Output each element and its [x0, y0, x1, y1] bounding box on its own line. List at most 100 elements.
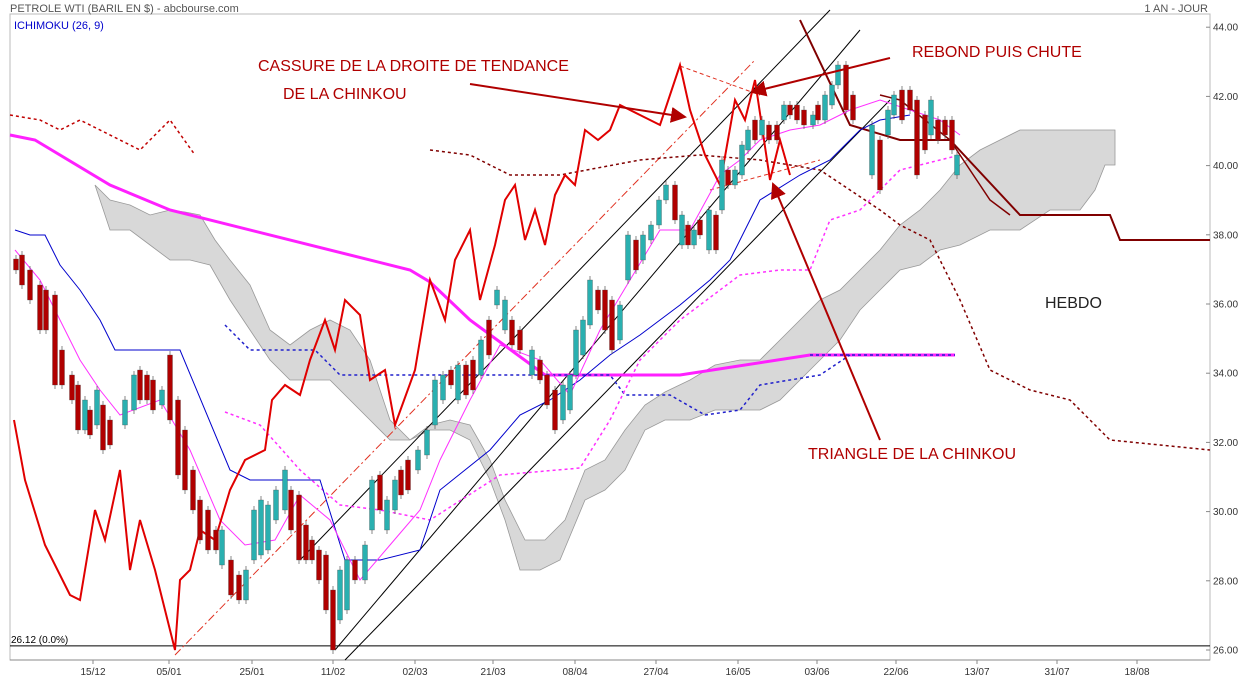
candle-body [899, 89, 905, 121]
candle-body [745, 129, 751, 151]
candle-body [137, 369, 143, 401]
candle-body [891, 94, 897, 116]
candle-body [392, 479, 398, 511]
candle-body [182, 429, 188, 491]
channel-upper-line [334, 29, 861, 651]
candle-body [949, 119, 955, 151]
candle-body [822, 94, 828, 121]
candle-body [869, 124, 875, 176]
candle-body [672, 184, 678, 221]
candle-body [265, 504, 271, 551]
candle-body [697, 219, 703, 236]
candle-body [517, 329, 523, 351]
candle-body [100, 404, 106, 451]
candle-body [663, 184, 669, 201]
candle-body [609, 299, 615, 351]
candle-body [759, 119, 765, 136]
candle-body [19, 254, 25, 286]
candle-body [685, 224, 691, 246]
annotation-break-line-2: DE LA CHINKOU [283, 86, 407, 103]
candles-group [13, 61, 960, 654]
candle-body [27, 269, 33, 301]
x-tick-label: 27/04 [643, 667, 668, 678]
candle-body [330, 589, 336, 651]
candle-body [752, 119, 758, 141]
candle-body [648, 224, 654, 241]
fib-0-label: 26.12 (0.0%) [11, 635, 68, 646]
tenkan-dashed-line [224, 154, 961, 521]
tenkan-line [14, 99, 961, 581]
candle-body [602, 289, 608, 331]
annotation-rebound: REBOND PUIS CHUTE [912, 44, 1082, 61]
candle-body [679, 214, 685, 246]
candle-body [273, 489, 279, 521]
candle-body [344, 559, 350, 611]
x-tick-label: 13/07 [964, 667, 989, 678]
candle-body [303, 524, 309, 561]
x-tick-label: 05/01 [156, 667, 181, 678]
candle-body [732, 169, 738, 186]
candle-body [595, 289, 601, 311]
candle-body [706, 209, 712, 251]
candle-body [37, 284, 43, 331]
candle-body [197, 499, 203, 541]
candle-body [801, 109, 807, 126]
triangle-bottom-line [709, 159, 821, 191]
chart-title: PETROLE WTI (BARIL EN $) - abcbourse.com [10, 3, 239, 15]
candle-body [633, 239, 639, 271]
candle-body [75, 384, 81, 431]
ichimoku-cloud [94, 129, 1116, 571]
candle-body [463, 364, 469, 396]
candle-body [794, 104, 800, 121]
y-tick-label: 42.00 [1213, 92, 1238, 103]
x-tick-label: 21/03 [480, 667, 505, 678]
x-tick-label: 25/01 [239, 667, 264, 678]
candle-body [725, 169, 731, 186]
candle-body [552, 389, 558, 431]
candle-body [258, 499, 264, 556]
candle-body [415, 449, 421, 471]
candle-body [494, 289, 500, 306]
x-tick-label: 16/05 [725, 667, 750, 678]
candle-body [369, 479, 375, 531]
arrow-rebound [750, 57, 891, 97]
candle-body [144, 374, 150, 401]
old-cloud-dotted-line [9, 114, 196, 156]
candle-body [150, 379, 156, 411]
candle-body [509, 319, 515, 346]
candle-body [94, 389, 100, 426]
candle-body [316, 549, 322, 581]
y-tick-label: 34.00 [1213, 369, 1238, 380]
candle-body [52, 294, 58, 386]
candle-body [13, 258, 19, 271]
candle-body [502, 299, 508, 331]
x-tick-label: 08/04 [562, 667, 587, 678]
future-span-dotted-line [429, 149, 1211, 451]
candle-body [107, 419, 113, 446]
x-tick-label: 22/06 [883, 667, 908, 678]
candle-body [296, 494, 302, 561]
annotation-triangle: TRIANGLE DE LA CHINKOU [808, 446, 1017, 463]
candle-body [529, 349, 535, 376]
candle-body [885, 109, 891, 136]
y-tick-label: 38.00 [1213, 230, 1238, 241]
candle-body [935, 119, 941, 141]
candle-body [617, 304, 623, 341]
arrow-break-line [469, 83, 687, 123]
y-tick-label: 26.00 [1213, 646, 1238, 657]
candle-body [719, 159, 725, 211]
channel-outer-line [299, 9, 831, 561]
candle-body [213, 529, 219, 551]
candle-body [122, 399, 128, 426]
candle-body [448, 369, 454, 386]
triangle-top-line [679, 65, 761, 96]
candle-body [781, 104, 787, 121]
candle-body [486, 319, 492, 356]
candle-body [478, 339, 484, 376]
candle-body [829, 84, 835, 106]
candle-body [43, 289, 49, 331]
annotation-weekly: HEBDO [1045, 295, 1102, 312]
candle-body [843, 64, 849, 111]
candle-body [537, 359, 543, 381]
